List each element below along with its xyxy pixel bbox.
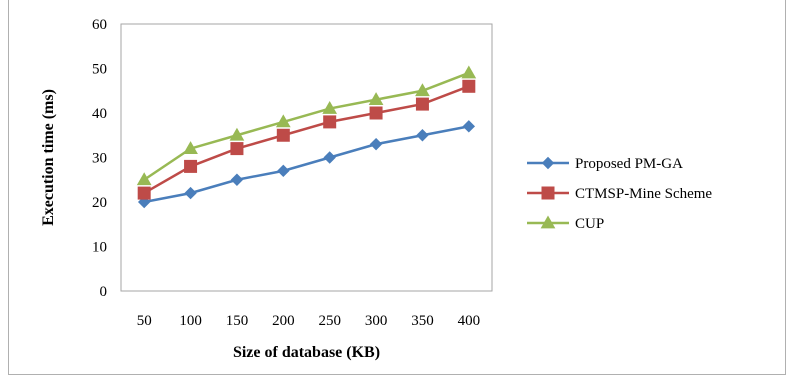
x-tick-label: 250 [318,313,341,329]
data-point [136,172,152,186]
data-point [323,115,337,129]
y-tick-label: 10 [92,240,107,256]
legend-label: Proposed PM-GA [575,156,683,172]
series-layer [136,65,477,209]
series-line [143,71,470,181]
legend-marker [541,186,555,200]
plot-area [120,23,493,292]
data-point [368,92,384,106]
x-axis-title: Size of database (KB) [233,344,380,361]
data-point [229,127,245,141]
y-tick-label: 20 [92,195,107,211]
x-tick-label: 400 [458,313,481,329]
series-line [143,85,470,195]
series-0 [137,120,476,209]
data-point [276,128,290,142]
legend-label: CTMSP-Mine Scheme [575,186,712,202]
data-point [137,186,151,200]
data-point [369,106,383,120]
data-point [415,97,429,111]
x-tick-label: 300 [365,313,388,329]
legend-item: CTMSP-Mine Scheme [527,186,712,202]
y-tick-label: 40 [92,106,107,122]
data-point [369,137,383,151]
data-point [230,142,244,156]
x-tick-label: 100 [179,313,202,329]
x-axis-ticks: 50 100 150 200 250 300 350 400 [137,313,480,329]
data-point [462,120,476,133]
legend: Proposed PM-GA CTMSP-Mine Scheme CUP [527,156,712,232]
y-axis-ticks: 0 10 20 30 40 50 60 [92,17,107,300]
legend-label: CUP [575,216,604,232]
y-tick-label: 0 [100,284,108,300]
data-point [277,164,290,178]
data-point [415,83,430,97]
x-tick-label: 350 [411,313,434,329]
y-tick-label: 30 [92,151,107,167]
series-2 [136,65,477,186]
y-tick-label: 60 [92,17,107,33]
x-tick-label: 200 [272,313,295,329]
data-point [322,101,338,114]
data-point [461,65,477,79]
x-tick-label: 150 [226,313,249,329]
data-point [184,186,197,200]
data-point [416,129,429,142]
series-1 [137,79,476,200]
data-point [230,173,244,186]
legend-marker [540,215,556,229]
legend-marker [541,156,555,170]
series-line [143,125,470,204]
data-point [184,159,198,173]
data-point [462,79,476,93]
data-point [183,141,198,154]
legend-item: Proposed PM-GA [527,156,683,172]
x-tick-label: 50 [137,313,152,329]
legend-item: CUP [527,215,604,232]
data-point [275,114,291,128]
y-tick-label: 50 [92,62,107,78]
y-axis-title: Execution time (ms) [40,89,57,226]
data-point [323,151,336,164]
